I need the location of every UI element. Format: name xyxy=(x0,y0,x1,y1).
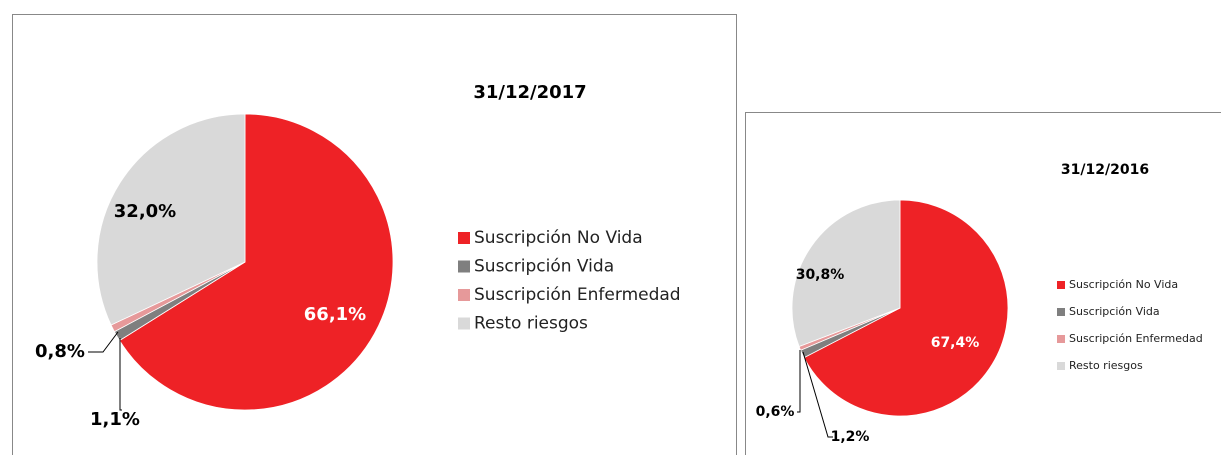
legend-swatch xyxy=(1057,335,1065,343)
legend-swatch xyxy=(458,232,470,244)
legend-label: Resto riesgos xyxy=(474,314,588,334)
data-label: 1,1% xyxy=(90,409,140,430)
chart-title: 31/12/2017 xyxy=(473,82,586,103)
leader-line xyxy=(88,331,119,353)
legend-swatch xyxy=(458,289,470,301)
pie-slice xyxy=(803,199,1009,417)
data-label: 30,8% xyxy=(796,267,845,283)
legend-label: Suscripción Vida xyxy=(474,257,614,277)
chart-title: 31/12/2016 xyxy=(1061,162,1149,178)
legend-swatch xyxy=(1057,281,1065,289)
pie-slice xyxy=(791,199,901,348)
legend-label: Suscripción Vida xyxy=(1069,305,1160,318)
legend-swatch xyxy=(1057,362,1065,370)
legend-label: Suscripción Enfermedad xyxy=(1069,332,1203,345)
leader-line xyxy=(802,351,833,438)
legend-label: Suscripción No Vida xyxy=(474,228,643,248)
leader-line xyxy=(797,350,801,413)
data-label: 67,4% xyxy=(931,335,980,351)
pie-slice xyxy=(118,113,394,411)
data-label: 0,8% xyxy=(35,341,85,362)
pie-slice xyxy=(96,113,246,326)
data-label: 32,0% xyxy=(114,201,176,222)
legend-swatch xyxy=(458,317,470,330)
leader-line xyxy=(119,338,122,411)
legend-label: Suscripción Enfermedad xyxy=(474,285,681,305)
legend-swatch xyxy=(458,260,470,273)
data-label: 66,1% xyxy=(304,304,366,325)
legend-label: Resto riesgos xyxy=(1069,359,1143,372)
data-label: 0,6% xyxy=(756,404,795,420)
legend-label: Suscripción No Vida xyxy=(1069,278,1178,291)
data-label: 1,2% xyxy=(831,429,870,445)
legend-swatch xyxy=(1057,308,1065,316)
